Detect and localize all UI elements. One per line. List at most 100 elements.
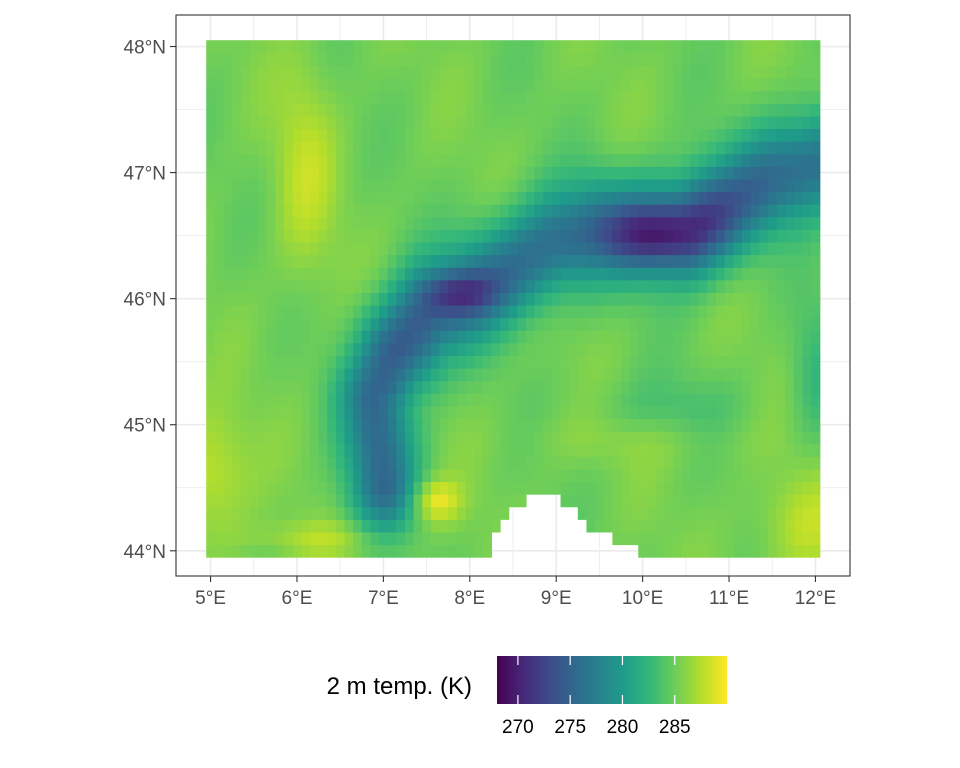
temperature-cell [456,304,467,319]
temperature-cell [638,128,648,142]
temperature-cell [664,241,674,256]
temperature-cell [413,506,423,520]
temperature-cell [387,468,397,483]
temperature-cell [629,191,639,205]
temperature-cell [681,254,691,268]
temperature-cell [733,191,743,205]
temperature-cell [439,216,449,230]
temperature-cell [206,342,216,356]
temperature-cell [284,204,294,218]
temperature-cell [655,216,665,230]
colorbar-tick-label: 270 [502,717,534,738]
temperature-cell [560,443,570,457]
temperature-cell [569,52,579,67]
temperature-cell [491,65,501,79]
temperature-cell [638,267,648,281]
temperature-cell [456,292,467,306]
temperature-cell [741,65,752,79]
temperature-cell [223,178,233,193]
temperature-cell [767,166,778,180]
temperature-cell [327,191,337,205]
temperature-cell [776,330,786,344]
temperature-cell [301,191,311,205]
temperature-cell [379,405,389,420]
temperature-cell [206,355,216,369]
temperature-cell [240,393,251,407]
temperature-cell [750,342,760,356]
temperature-cell [681,367,691,382]
temperature-cell [301,103,311,117]
temperature-cell [206,531,216,546]
temperature-cell [404,431,415,445]
temperature-cell [430,90,441,104]
temperature-cell [223,241,233,256]
temperature-cell [543,342,553,356]
temperature-cell [353,405,363,420]
temperature-cell [379,191,389,205]
temperature-cell [387,481,397,495]
temperature-cell [327,544,337,558]
temperature-cell [698,380,709,394]
temperature-cell [612,304,622,319]
temperature-cell [750,216,760,230]
temperature-cell [309,330,320,344]
temperature-cell [379,90,389,104]
temperature-cell [344,431,354,445]
temperature-cell [232,443,242,457]
temperature-cell [275,531,285,546]
temperature-cell [767,78,778,92]
temperature-cell [301,531,311,546]
temperature-cell [258,166,268,180]
temperature-cell [629,40,639,54]
temperature-cell [353,393,363,407]
temperature-cell [508,229,518,243]
temperature-cell [646,456,657,470]
temperature-cell [577,468,588,483]
temperature-cell [387,330,397,344]
temperature-cell [698,52,709,67]
temperature-cell [759,456,769,470]
temperature-cell [586,52,596,67]
temperature-cell [344,468,354,483]
temperature-cell [482,380,492,394]
temperature-cell [508,128,518,142]
temperature-cell [370,506,380,520]
temperature-cell [482,367,492,382]
temperature-cell [517,481,527,495]
temperature-cell [759,153,769,167]
temperature-cell [361,544,372,558]
temperature-cell [577,128,588,142]
temperature-cell [387,355,397,369]
temperature-cell [595,103,605,117]
temperature-cell [603,254,613,268]
temperature-cell [621,519,631,533]
temperature-cell [811,178,821,193]
temperature-cell [621,128,631,142]
temperature-cell [690,468,700,483]
temperature-cell [724,204,734,218]
temperature-cell [551,40,562,54]
temperature-cell [240,216,251,230]
temperature-cell [595,330,605,344]
temperature-cell [456,531,467,546]
temperature-cell [569,494,579,508]
temperature-cell [353,241,363,256]
temperature-cell [430,292,441,306]
temperature-cell [811,494,821,508]
temperature-cell [240,531,251,546]
temperature-cell [621,141,631,155]
temperature-cell [232,40,242,54]
temperature-cell [448,216,458,230]
temperature-cell [664,292,674,306]
temperature-cell [335,317,346,331]
temperature-cell [759,506,769,520]
temperature-cell [344,115,354,130]
temperature-cell [301,494,311,508]
temperature-cell [672,506,683,520]
temperature-cell [767,367,778,382]
temperature-cell [716,229,726,243]
temperature-cell [767,229,778,243]
temperature-cell [793,380,804,394]
temperature-cell [387,40,397,54]
temperature-cell [595,178,605,193]
